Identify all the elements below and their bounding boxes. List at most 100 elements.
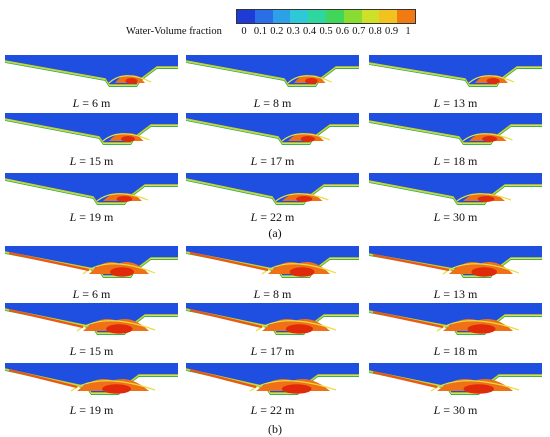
panel-caption: L = 13 m (369, 287, 542, 302)
simulation-panel (5, 303, 178, 343)
water-region (186, 303, 359, 333)
bed-boundary-inner (186, 180, 359, 205)
simulation-panel (186, 303, 359, 343)
caption-value: = 22 m (257, 403, 295, 417)
caption-variable: L (72, 96, 80, 110)
mixing-layer (96, 193, 149, 202)
colorbar-segment (272, 10, 291, 23)
bed-flow-streak (189, 308, 263, 329)
caption-value: = 8 m (260, 287, 292, 301)
panel-caption: L = 6 m (5, 96, 178, 111)
panel-caption: L = 22 m (186, 210, 359, 225)
bed-boundary-inner (186, 62, 359, 87)
sediment-core (106, 324, 133, 334)
sediment-core (116, 196, 133, 202)
colorbar-tick-label: 0.3 (286, 26, 300, 37)
water-region (369, 113, 542, 143)
caption-variable: L (72, 287, 80, 301)
water-region (369, 246, 542, 276)
caption-variable: L (250, 210, 258, 224)
simulation-panel (5, 55, 178, 95)
bed-flow-streak (8, 308, 84, 329)
colorbar-segment (308, 10, 326, 23)
ground-region (5, 121, 178, 153)
sediment-core (305, 78, 318, 84)
panel-caption: L = 30 m (369, 403, 542, 418)
mixing-layer (102, 133, 150, 142)
simulation-panel (369, 55, 542, 95)
flow-field-plot (5, 303, 178, 343)
flow-field-plot (5, 363, 178, 403)
mixing-layer (275, 193, 329, 202)
caption-value: = 8 m (260, 96, 292, 110)
caption-variable: L (433, 344, 441, 358)
caption-value: = 19 m (76, 210, 114, 224)
caption-value: = 19 m (76, 403, 114, 417)
simulation-panel (5, 173, 178, 213)
panel-caption: L = 15 m (5, 344, 178, 359)
colorbar-tick-label: 0.2 (270, 26, 284, 37)
panel-caption: L = 19 m (5, 403, 178, 418)
simulation-panel (5, 113, 178, 153)
ground-region (186, 371, 359, 403)
water-region (186, 173, 359, 203)
sublabel-b: (b) (268, 422, 282, 436)
colorbar-segment (290, 10, 309, 23)
sediment-core (121, 136, 135, 142)
ground-region (186, 311, 359, 343)
ground-region (5, 311, 178, 343)
flow-field-plot (186, 246, 359, 286)
bed-flow-streak (189, 368, 257, 389)
flow-field-plot (5, 113, 178, 153)
bed-flow-streak (372, 310, 444, 329)
flow-field-plot (369, 363, 542, 403)
panel-caption: L = 22 m (186, 403, 359, 418)
flow-field-plot (186, 363, 359, 403)
caption-value: = 13 m (440, 287, 478, 301)
flow-field-plot (5, 55, 178, 95)
panel-caption: L = 6 m (5, 287, 178, 302)
caption-variable: L (433, 154, 441, 168)
ground-region (5, 181, 178, 213)
caption-variable: L (69, 403, 77, 417)
ground-region (5, 254, 178, 286)
bed-boundary (369, 120, 542, 144)
panel-caption: L = 18 m (369, 344, 542, 359)
water-region (369, 303, 542, 333)
caption-value: = 15 m (76, 344, 114, 358)
caption-variable: L (250, 344, 258, 358)
flow-field-plot (186, 303, 359, 343)
colorbar-tick-label: 0.4 (303, 26, 317, 37)
sediment-core (285, 324, 313, 334)
flow-field-plot (5, 173, 178, 213)
bed-boundary-inner (186, 120, 359, 145)
sediment-core (463, 384, 494, 394)
sediment-core (296, 196, 313, 202)
caption-value: = 13 m (440, 96, 478, 110)
caption-variable: L (69, 154, 77, 168)
panel-caption: L = 19 m (5, 210, 178, 225)
ground-region (5, 63, 178, 95)
panel-caption: L = 30 m (369, 210, 542, 225)
caption-value: = 15 m (76, 154, 114, 168)
simulation-panel (369, 303, 542, 343)
water-region (5, 303, 178, 333)
bed-boundary-inner (5, 120, 178, 145)
sediment-core (281, 384, 312, 394)
bed-boundary (186, 118, 359, 144)
caption-value: = 6 m (79, 96, 111, 110)
caption-value: = 6 m (79, 287, 111, 301)
water-region (5, 173, 178, 203)
caption-variable: L (250, 403, 258, 417)
ground-region (186, 121, 359, 153)
colorbar-segment (361, 10, 380, 23)
mixing-layer (249, 380, 337, 392)
caption-variable: L (433, 96, 441, 110)
simulation-panel (186, 173, 359, 213)
simulation-panel (369, 113, 542, 153)
sediment-core (300, 136, 315, 142)
ground-region (186, 254, 359, 286)
ground-region (369, 313, 542, 343)
sediment-core (467, 324, 496, 334)
colorbar-tick-label: 0 (241, 26, 247, 37)
